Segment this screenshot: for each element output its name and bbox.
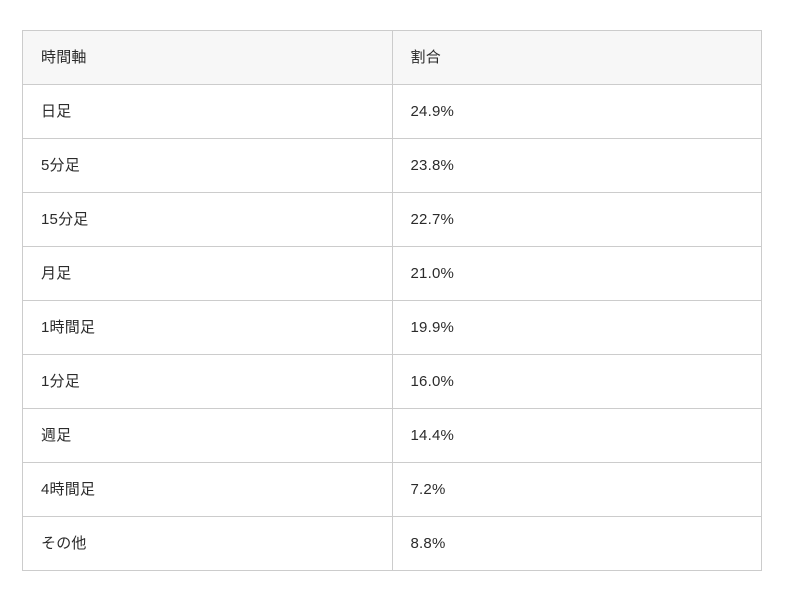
timeframe-ratio-table: 時間軸 割合 日足 24.9% 5分足 23.8% 15分足 22.7% 月足 … bbox=[22, 30, 762, 571]
table-row: 15分足 22.7% bbox=[22, 192, 762, 247]
table-row: 週足 14.4% bbox=[22, 408, 762, 463]
ratio-cell: 24.9% bbox=[391, 84, 762, 139]
table-header-row: 時間軸 割合 bbox=[22, 30, 762, 85]
table-row: 日足 24.9% bbox=[22, 84, 762, 139]
timeframe-cell: その他 bbox=[22, 516, 393, 571]
timeframe-cell: 月足 bbox=[22, 246, 393, 301]
ratio-cell: 16.0% bbox=[391, 354, 762, 409]
timeframe-cell: 1分足 bbox=[22, 354, 393, 409]
table-row: その他 8.8% bbox=[22, 516, 762, 571]
column-header-ratio: 割合 bbox=[391, 30, 762, 85]
table-row: 4時間足 7.2% bbox=[22, 462, 762, 517]
table-row: 1時間足 19.9% bbox=[22, 300, 762, 355]
timeframe-cell: 4時間足 bbox=[22, 462, 393, 517]
timeframe-cell: 週足 bbox=[22, 408, 393, 463]
table-header: 時間軸 割合 bbox=[22, 30, 762, 85]
table-row: 5分足 23.8% bbox=[22, 138, 762, 193]
ratio-cell: 23.8% bbox=[391, 138, 762, 193]
ratio-cell: 14.4% bbox=[391, 408, 762, 463]
timeframe-cell: 1時間足 bbox=[22, 300, 393, 355]
table-row: 月足 21.0% bbox=[22, 246, 762, 301]
ratio-cell: 22.7% bbox=[391, 192, 762, 247]
column-header-timeframe: 時間軸 bbox=[22, 30, 393, 85]
table-body: 日足 24.9% 5分足 23.8% 15分足 22.7% 月足 21.0% 1… bbox=[22, 84, 762, 571]
timeframe-cell: 5分足 bbox=[22, 138, 393, 193]
timeframe-cell: 日足 bbox=[22, 84, 393, 139]
ratio-cell: 21.0% bbox=[391, 246, 762, 301]
table-row: 1分足 16.0% bbox=[22, 354, 762, 409]
ratio-cell: 8.8% bbox=[391, 516, 762, 571]
timeframe-cell: 15分足 bbox=[22, 192, 393, 247]
ratio-cell: 19.9% bbox=[391, 300, 762, 355]
ratio-cell: 7.2% bbox=[391, 462, 762, 517]
